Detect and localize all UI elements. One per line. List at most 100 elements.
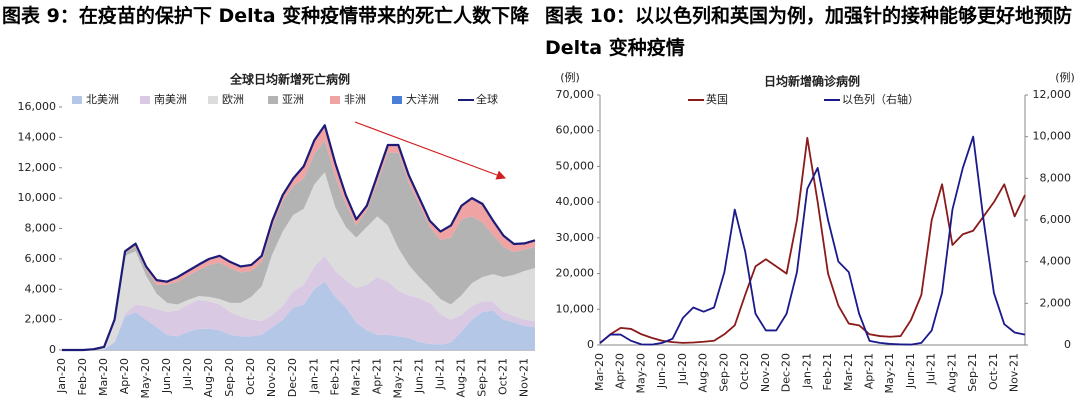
x-tick-label: Sep-20 [717,353,730,392]
trend-arrow [354,121,507,180]
chart-title: 全球日均新增死亡病例 [229,72,350,87]
area [62,281,535,350]
x-tick-label: Apr-21 [863,353,876,389]
y-tick-label: 30,000 [556,231,595,244]
x-tick-label: Mar-21 [349,358,362,396]
area [62,140,535,350]
legend-label: 南美洲 [154,93,187,106]
x-tick-label: Jun-21 [904,353,917,389]
y-tick-label: 16,000 [18,100,57,113]
x-tick-label: May-20 [139,358,152,399]
y-tick-label: 50,000 [556,159,595,172]
legend-label: 以色列（右轴） [842,92,919,106]
legend-label: 全球 [476,92,498,106]
heading: 图表 10：以以色列和英国为例，加强针的接种能够更好地预防 Delta 变种疫情 [545,5,1073,59]
legend-label: 亚洲 [282,93,304,106]
legend-label: 欧洲 [222,93,244,106]
x-tick-label: May-21 [883,353,896,394]
legend-swatch [330,96,340,104]
x-tick-label: Nov-21 [517,358,530,397]
y-tick-label: 8,000 [25,222,57,235]
y2-tick-label: 4,000 [1040,255,1072,268]
x-tick-label: Nov-21 [1008,353,1021,392]
y-tick-label: 12,000 [18,161,57,174]
chart-title: 日均新增确诊病例 [764,74,860,89]
legend-swatch [140,96,150,104]
x-tick-label: Oct-21 [496,358,509,395]
y-tick-label: 20,000 [556,267,595,280]
x-tick-label: Oct-21 [987,353,1000,390]
y-tick-label: 14,000 [18,130,57,143]
x-tick-label: Feb-21 [328,358,341,395]
x-tick-label: Mar-20 [593,353,606,391]
legend-swatch [208,96,218,104]
x-tick-label: Mar-21 [842,353,855,391]
x-tick-label: Sep-21 [966,353,979,392]
x-tick-label: Jul-20 [181,358,194,390]
line [599,135,1026,346]
x-tick-label: Aug-21 [454,358,467,397]
x-tick-label: Aug-21 [945,353,958,392]
y2-tick-label: 8,000 [1040,171,1072,184]
x-tick-label: Mar-20 [97,358,110,396]
x-tick-label: Nov-20 [759,353,772,392]
legend-label: 非洲 [344,93,366,106]
x-tick-label: May-21 [391,358,404,399]
y-tick-label: 40,000 [556,195,595,208]
y-unit: (例) [560,70,580,84]
x-tick-label: Apr-20 [614,353,627,389]
line [599,136,1026,344]
legend-swatch [72,96,82,104]
legend-label: 英国 [706,92,728,106]
x-tick-label: Jun-20 [160,358,173,394]
area [62,172,535,350]
y2-tick-label: 2,000 [1040,296,1072,309]
y-tick-label: 2,000 [25,313,57,326]
legend-swatch [268,96,278,104]
x-tick-label: Jan-21 [307,358,320,394]
x-tick-label: Jan-21 [800,353,813,389]
legend-label: 北美洲 [86,93,119,106]
x-tick-label: Oct-20 [738,353,751,390]
x-tick-label: Apr-20 [118,358,131,394]
x-tick-label: Oct-20 [244,358,257,395]
y-tick-label: 0 [587,338,594,351]
y-tick-label: 4,000 [25,282,57,295]
y2-tick-label: 6,000 [1040,213,1072,226]
x-tick-label: Jun-21 [412,358,425,394]
x-tick-label: Feb-21 [821,353,834,390]
x-tick-label: Feb-20 [76,358,89,395]
y-tick-label: 70,000 [556,88,595,101]
y-tick-label: 60,000 [556,124,595,137]
x-tick-label: Apr-21 [370,358,383,394]
y-tick-label: 6,000 [25,252,57,265]
y-tick-label: 10,000 [18,191,57,204]
heading: 图表 9：在疫苗的保护下 Delta 变种疫情带来的死亡人数下降 [2,5,530,27]
x-tick-label: Sep-21 [475,358,488,397]
x-tick-label: May-20 [634,353,647,394]
legend-swatch [392,96,402,104]
line [62,124,536,352]
x-tick-label: Aug-20 [697,353,710,392]
area [62,125,535,350]
x-tick-label: Aug-20 [202,358,215,397]
x-tick-label: Jul-21 [433,358,446,390]
y2-tick-label: 0 [1064,338,1071,351]
y-tick-label: 0 [49,343,56,356]
x-tick-label: Dec-20 [780,353,793,392]
x-tick-label: Jul-20 [676,353,689,385]
legend-label: 大洋洲 [406,92,439,106]
area [62,255,535,350]
x-tick-label: Jul-21 [925,353,938,385]
x-tick-label: Nov-20 [265,358,278,397]
x-tick-label: Sep-20 [223,358,236,397]
y2-unit: (例) [1055,70,1075,84]
y-tick-label: 10,000 [556,302,595,315]
x-tick-label: Jun-20 [655,353,668,389]
x-tick-label: Jan-20 [55,358,68,394]
x-tick-label: Dec-20 [286,358,299,397]
y2-tick-label: 10,000 [1033,130,1072,143]
y2-tick-label: 12,000 [1033,88,1072,101]
